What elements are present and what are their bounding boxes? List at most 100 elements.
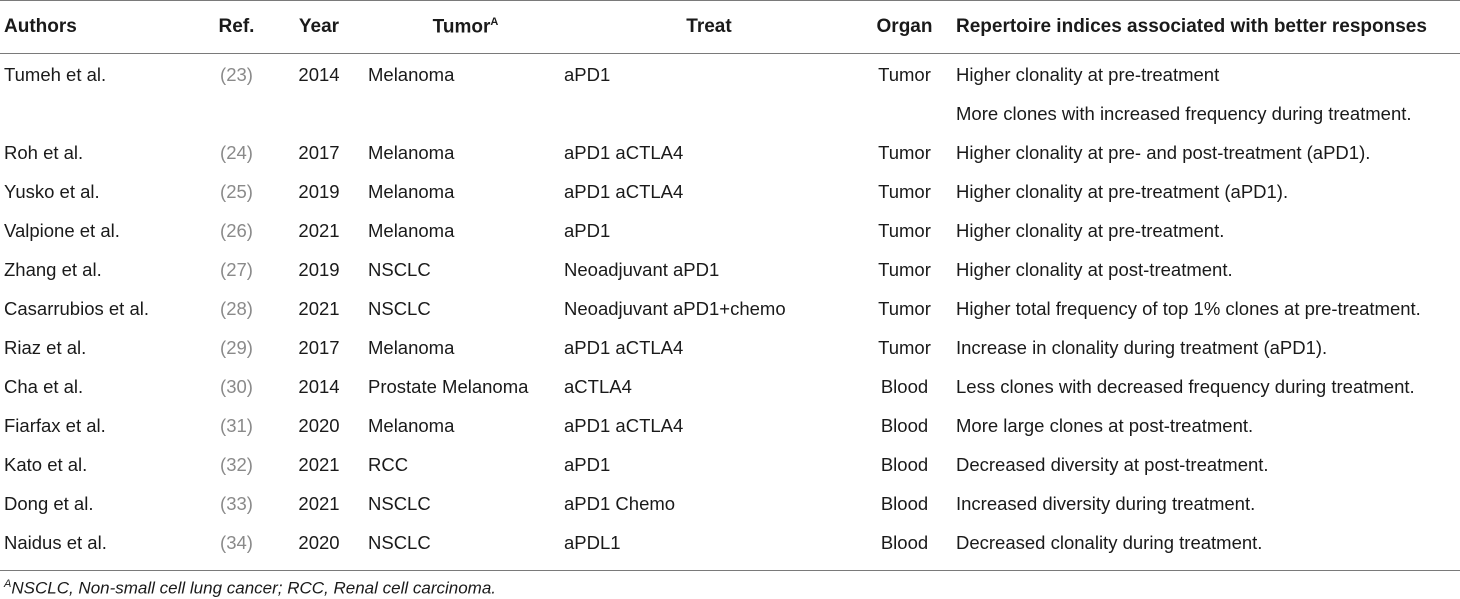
ref-link[interactable]: 31 — [226, 414, 247, 436]
cell-tumor: NSCLC — [359, 521, 563, 571]
cell-ref: (34) — [194, 521, 279, 571]
ref-open-paren: ( — [220, 414, 227, 436]
ref-open-paren: ( — [220, 219, 227, 241]
table-row: Dong et al. (33) 2021 NSCLC aPD1 Chemo Blood I… — [0, 483, 1460, 522]
cell-indices: Higher clonality at pre-treatment — [956, 64, 1220, 85]
cell-ref: (32) — [194, 444, 279, 483]
cell-authors: Casarrubios et al. — [4, 297, 149, 319]
table-header: Authors Ref. Year TumorA Treat Organ Rep… — [0, 0, 1460, 54]
cell-treat: aPD1 — [564, 453, 611, 475]
ref-link[interactable]: 34 — [226, 531, 247, 553]
table-footnote: ANSCLC, Non-small cell lung cancer; RCC,… — [4, 578, 496, 599]
ref-open-paren: ( — [220, 492, 227, 514]
ref-close-paren: ) — [246, 64, 253, 85]
cell-organ: Blood — [880, 453, 929, 475]
ref-open-paren: ( — [220, 258, 227, 280]
cell-ref: (31) — [194, 405, 279, 444]
cell-treat: aPDL1 — [563, 521, 854, 571]
cell-ref: (33) — [194, 483, 279, 522]
cell-organ: Tumor — [878, 297, 931, 319]
cell-year: 2020 — [279, 521, 359, 571]
ref-open-paren: ( — [220, 375, 227, 397]
ref-close-paren: ) — [246, 492, 253, 514]
cell-treat: aPD1 — [564, 219, 611, 241]
cell-tumor: RCC — [368, 453, 409, 475]
ref-close-paren: ) — [246, 258, 253, 280]
cell-indices: Higher clonality at post-treatment. — [956, 258, 1233, 280]
table-row: More clones with increased frequency dur… — [0, 93, 1460, 132]
cell-indices: Less clones with decreased frequency dur… — [956, 375, 1415, 397]
cell-ref: (25) — [194, 171, 279, 210]
ref-close-paren: ) — [246, 453, 253, 475]
cell-treat: aCTLA4 — [564, 375, 632, 397]
cell-treat: aPD1 — [564, 64, 611, 85]
cell-treat: aPD1 aCTLA4 — [564, 180, 684, 202]
ref-open-paren: ( — [220, 180, 227, 202]
ref-link[interactable]: 32 — [226, 453, 247, 475]
cell-treat: aPD1 Chemo — [564, 492, 676, 514]
ref-link[interactable]: 33 — [226, 492, 247, 514]
ref-close-paren: ) — [246, 414, 253, 436]
ref-link[interactable]: 25 — [226, 180, 247, 202]
ref-open-paren: ( — [220, 64, 227, 85]
ref-link[interactable]: 27 — [226, 258, 247, 280]
cell-tumor: Melanoma — [368, 336, 455, 358]
cell-tumor: NSCLC — [368, 258, 431, 280]
table-row: Valpione et al. (26) 2021 Melanoma aPD1 Tumor… — [0, 210, 1460, 249]
cell-indices: Decreased diversity at post-treatment. — [956, 453, 1269, 475]
ref-open-paren: ( — [220, 453, 227, 475]
cell-ref — [194, 93, 279, 132]
cell-year: 2014 — [298, 64, 340, 85]
cell-tumor: Melanoma — [368, 141, 455, 163]
ref-link[interactable]: 29 — [226, 336, 247, 358]
cell-year: 2014 — [298, 375, 340, 397]
table-row: Riaz et al. (29) 2017 Melanoma aPD1 aCTLA4 Tu… — [0, 327, 1460, 366]
cell-authors: Dong et al. — [4, 492, 94, 514]
cell-year: 2017 — [298, 336, 340, 358]
header-tumor-label: Tumor — [432, 16, 491, 38]
header-ref: Ref. — [194, 0, 279, 54]
cell-treat: aPD1 aCTLA4 — [564, 141, 684, 163]
ref-close-paren: ) — [246, 141, 253, 163]
cell-organ: Blood — [880, 414, 929, 436]
ref-link[interactable]: 23 — [226, 64, 247, 85]
table-body: Tumeh et al. (23) 2014 Melanoma aPD1 Tumor Hig… — [0, 54, 1460, 571]
cell-year: 2019 — [298, 180, 340, 202]
ref-close-paren: ) — [246, 336, 253, 358]
ref-close-paren: ) — [246, 375, 253, 397]
table-row: Casarrubios et al. (28) 2021 NSCLC Neoadjuva… — [0, 288, 1460, 327]
footnote-text: NSCLC, Non-small cell lung cancer; RCC, … — [11, 578, 497, 598]
ref-link[interactable]: 24 — [226, 141, 247, 163]
table-row: Tumeh et al. (23) 2014 Melanoma aPD1 Tumor Hig… — [0, 54, 1460, 93]
cell-ref: (26) — [194, 210, 279, 249]
cell-year: 2019 — [298, 258, 340, 280]
cell-indices: More clones with increased frequency dur… — [956, 102, 1412, 124]
ref-close-paren: ) — [246, 180, 253, 202]
cell-ref: (24) — [194, 132, 279, 171]
ref-link[interactable]: 30 — [226, 375, 247, 397]
header-year: Year — [279, 0, 359, 54]
cell-tumor: Melanoma — [368, 219, 455, 241]
cell-authors: Fiarfax et al. — [4, 414, 106, 436]
cell-treat: aPD1 aCTLA4 — [564, 336, 684, 358]
cell-indices: More large clones at post-treatment. — [956, 414, 1254, 436]
header-organ: Organ — [854, 0, 955, 54]
ref-link[interactable]: 26 — [226, 219, 247, 241]
cell-year: 2021 — [298, 219, 340, 241]
ref-close-paren: ) — [246, 297, 253, 319]
cell-ref: (23) — [194, 54, 279, 93]
cell-organ: Tumor — [878, 141, 931, 163]
table-row: Kato et al. (32) 2021 RCC aPD1 Blood Decreased… — [0, 444, 1460, 483]
ref-open-paren: ( — [220, 141, 227, 163]
cell-treat: aPD1 aCTLA4 — [564, 414, 684, 436]
ref-link[interactable]: 28 — [226, 297, 247, 319]
ref-close-paren: ) — [246, 531, 253, 553]
cell-tumor: Melanoma — [368, 64, 455, 85]
cell-tumor: Melanoma — [368, 180, 455, 202]
cell-year: 2021 — [298, 453, 340, 475]
cell-authors: Cha et al. — [4, 375, 84, 397]
cell-indices: Decreased clonality during treatment. — [955, 521, 1460, 571]
header-row: Authors Ref. Year TumorA Treat Organ Rep… — [0, 0, 1460, 54]
cell-indices: Higher clonality at pre- and post-treatm… — [956, 141, 1371, 163]
cell-organ: Blood — [880, 492, 929, 514]
